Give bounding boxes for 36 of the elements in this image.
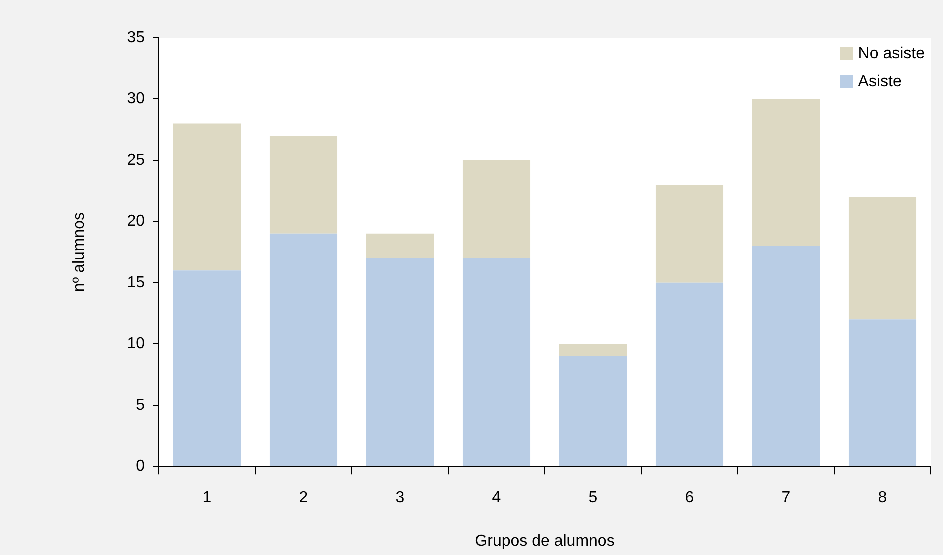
bar — [173, 124, 242, 271]
bar — [462, 160, 531, 258]
y-tick-label: 10 — [127, 336, 146, 353]
x-axis-title: Grupos de alumnos — [475, 532, 615, 550]
y-tick-label: 5 — [136, 396, 146, 414]
legend-label: No asiste — [858, 45, 926, 62]
bar — [270, 234, 338, 466]
bar — [848, 320, 917, 466]
y-tick-label: 15 — [127, 274, 146, 292]
x-tick-label: 8 — [878, 490, 888, 507]
bar — [366, 234, 434, 258]
bar — [366, 258, 434, 466]
bar — [656, 282, 724, 466]
bar — [559, 344, 628, 356]
bar — [656, 184, 724, 283]
x-tick-label: 2 — [299, 490, 308, 507]
bar — [559, 356, 628, 466]
bar — [462, 258, 531, 466]
y-tick-label: 25 — [127, 152, 146, 169]
x-tick-label: 6 — [685, 490, 694, 507]
bar — [270, 136, 338, 234]
y-tick-label: 0 — [136, 458, 146, 476]
bar — [752, 99, 820, 246]
bar — [173, 270, 242, 466]
x-tick-label: 5 — [588, 490, 598, 507]
x-tick-label: 3 — [396, 490, 405, 507]
bar — [848, 197, 917, 320]
y-tick-label: 35 — [127, 29, 146, 46]
y-tick-label: 20 — [127, 213, 146, 230]
x-tick-label: 7 — [782, 490, 791, 507]
legend-label: Asiste — [858, 73, 902, 90]
x-tick-label: 1 — [202, 490, 212, 507]
y-axis-title: nº alumnos — [71, 212, 88, 292]
bar — [752, 246, 820, 466]
y-tick-label: 30 — [127, 90, 146, 108]
x-tick-label: 4 — [492, 490, 502, 507]
